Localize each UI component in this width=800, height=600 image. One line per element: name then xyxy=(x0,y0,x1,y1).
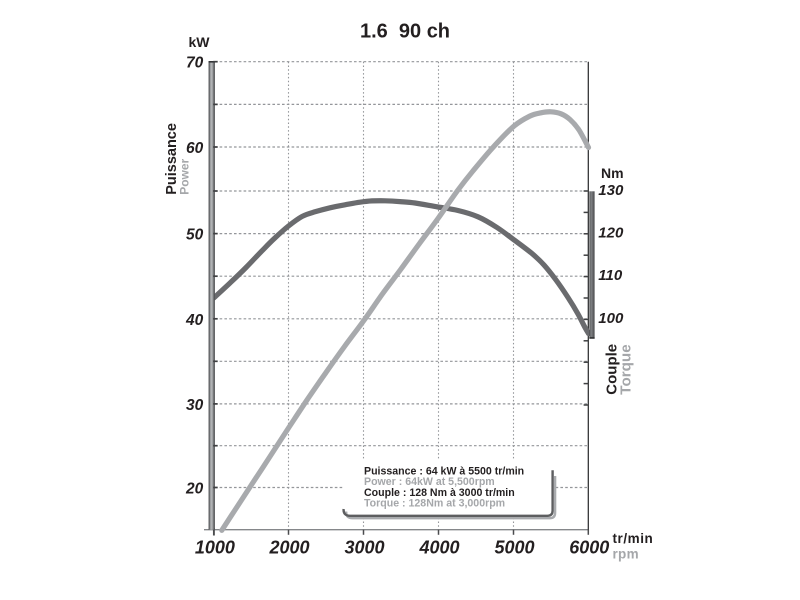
svg-text:Puissance: Puissance xyxy=(164,123,180,195)
svg-text:kW: kW xyxy=(189,34,211,50)
svg-text:Couple: Couple xyxy=(604,344,621,395)
svg-text:Puissance : 64 kW à 5500 tr/mi: Puissance : 64 kW à 5500 tr/min xyxy=(364,466,524,478)
svg-text:Torque : 128Nm at 3,000rpm: Torque : 128Nm at 3,000rpm xyxy=(364,498,505,510)
svg-text:6000: 6000 xyxy=(569,537,609,557)
svg-text:50: 50 xyxy=(186,227,204,244)
svg-text:20: 20 xyxy=(185,481,204,498)
svg-text:3000: 3000 xyxy=(344,537,384,557)
svg-text:110: 110 xyxy=(598,267,623,284)
svg-text:Couple : 128 Nm à 3000 tr/min: Couple : 128 Nm à 3000 tr/min xyxy=(364,487,515,499)
svg-text:30: 30 xyxy=(186,397,204,414)
svg-text:1.6 90 ch: 1.6 90 ch xyxy=(360,21,450,43)
svg-text:5000: 5000 xyxy=(494,537,534,557)
svg-text:60: 60 xyxy=(186,140,204,157)
svg-text:Power : 64kW at 5,500rpm: Power : 64kW at 5,500rpm xyxy=(364,476,495,488)
svg-text:Torque: Torque xyxy=(618,344,635,394)
svg-text:120: 120 xyxy=(598,225,624,242)
svg-text:130: 130 xyxy=(598,182,624,199)
svg-text:100: 100 xyxy=(598,310,624,327)
svg-text:70: 70 xyxy=(186,55,204,72)
svg-text:rpm: rpm xyxy=(613,547,639,562)
svg-text:Power: Power xyxy=(178,158,192,194)
svg-text:Nm: Nm xyxy=(601,165,624,181)
svg-text:2000: 2000 xyxy=(268,537,309,557)
svg-text:1000: 1000 xyxy=(195,537,235,557)
svg-text:4000: 4000 xyxy=(418,537,459,557)
svg-text:tr/min: tr/min xyxy=(613,531,654,546)
svg-text:40: 40 xyxy=(185,312,204,329)
